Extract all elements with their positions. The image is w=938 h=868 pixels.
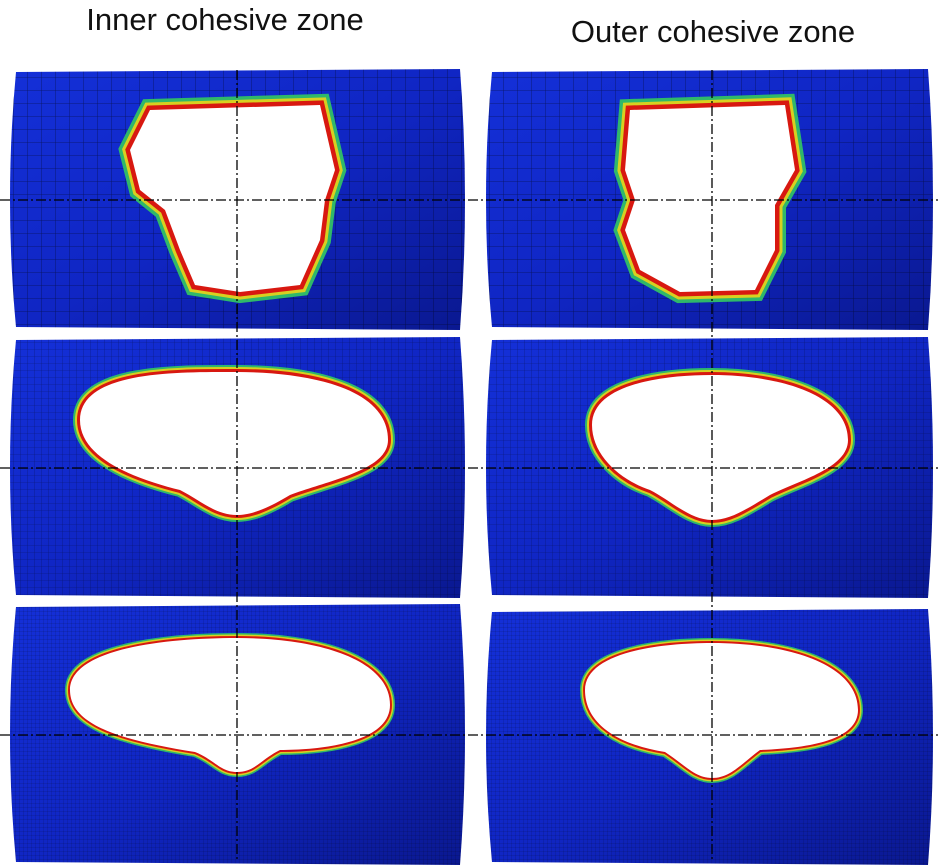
column-title: Inner cohesive zone <box>86 2 363 37</box>
figure: Inner cohesive zone Outer cohesive zone <box>0 0 938 868</box>
panels <box>10 69 933 865</box>
page: Inner cohesive zone Outer cohesive zone … <box>0 0 938 868</box>
column-title: Outer cohesive zone <box>571 14 855 49</box>
